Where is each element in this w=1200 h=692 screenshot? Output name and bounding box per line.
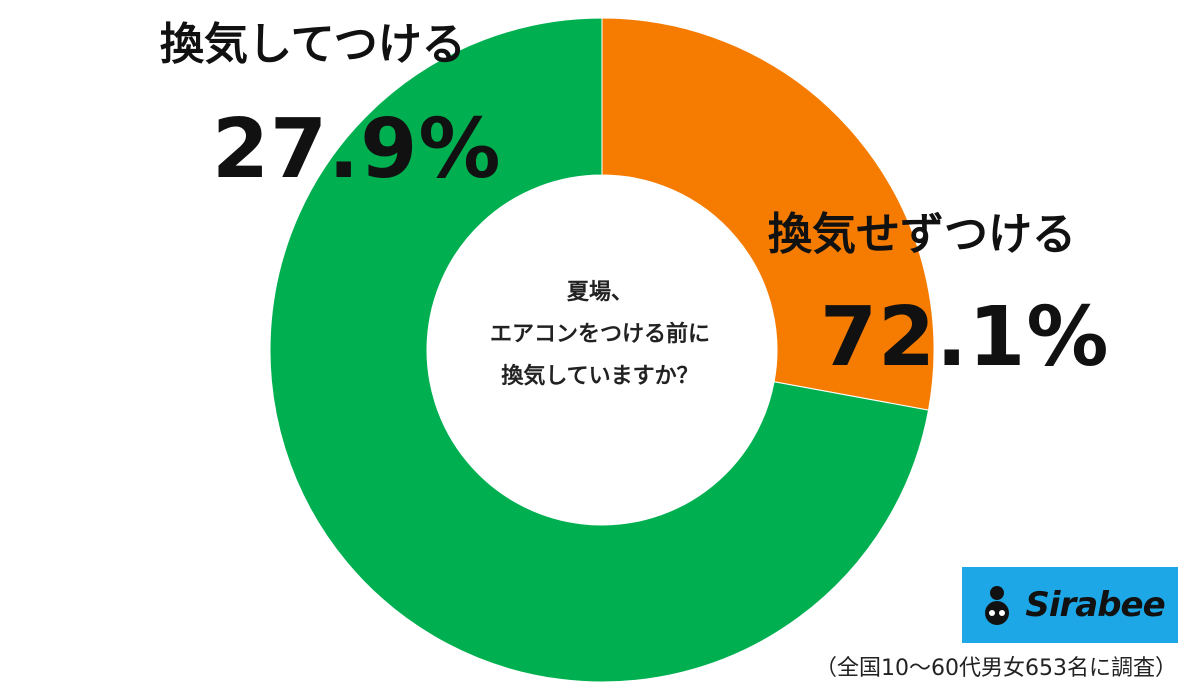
value-label-no-ventilate: 72.1% — [820, 290, 1110, 385]
sirabee-mark-icon — [985, 586, 1010, 625]
logo-wordmark: Sirabee — [1025, 585, 1165, 625]
category-label-no-ventilate: 換気せずつける — [768, 209, 1076, 260]
question-line-2: エアコンをつける前に — [489, 322, 710, 347]
chart-question: 夏場、 エアコンをつける前に 換気していますか？ — [430, 272, 770, 398]
sirabee-logo: Sirabee — [962, 567, 1178, 643]
survey-footnote: （全国10〜60代男女653名に調査） — [815, 656, 1177, 681]
value-label-ventilate: 27.9% — [212, 102, 502, 197]
donut-slice-0 — [601, 17, 935, 411]
question-line-3: 換気していますか？ — [501, 364, 699, 389]
question-line-1: 夏場、 — [566, 280, 633, 305]
category-label-ventilate: 換気してつける — [160, 19, 466, 70]
donut-slice-1 — [269, 17, 930, 683]
